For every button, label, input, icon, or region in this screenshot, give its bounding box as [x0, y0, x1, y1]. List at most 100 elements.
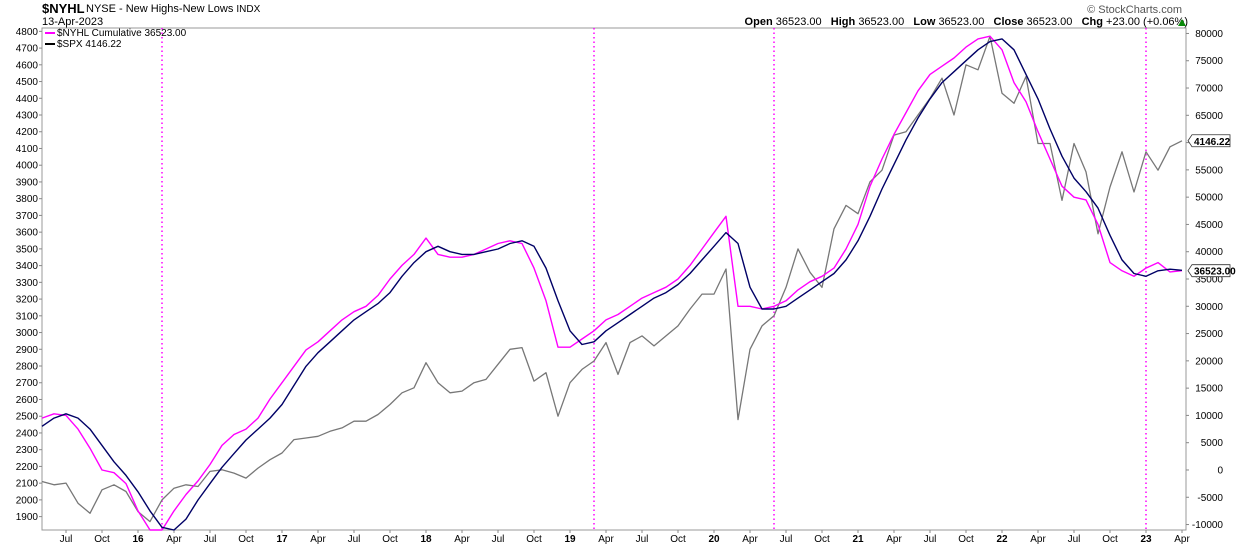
x-axis-tick-label: Oct	[94, 534, 110, 545]
subtitle-suffix: INDX	[236, 4, 261, 15]
low-value: 36523.00	[938, 16, 985, 28]
x-axis-tick-label: Oct	[382, 534, 398, 545]
left-axis-tick-label: 1900	[16, 512, 39, 523]
left-axis-tick-label: 2600	[16, 395, 39, 406]
chg-value: +23.00 (+0.06%)	[1106, 16, 1188, 28]
x-axis-tick-label: 20	[708, 534, 720, 545]
brand-watermark: © StockCharts.com	[1087, 4, 1182, 16]
left-axis-tick-label: 4200	[16, 127, 39, 138]
legend-label: $SPX 4146.22	[57, 39, 122, 50]
close-value: 36523.00	[1026, 16, 1073, 28]
right-axis-tick-label: 5000	[1201, 438, 1224, 449]
left-axis-tick-label: 4700	[16, 44, 39, 55]
nyhl-last-value-badge-text: 36523.00	[1194, 267, 1236, 278]
left-axis-tick-label: 3900	[16, 177, 39, 188]
x-axis-tick-label: Oct	[1102, 534, 1118, 545]
x-axis-tick-label: 17	[276, 534, 288, 545]
x-axis-tick-label: Apr	[1174, 534, 1190, 545]
series-line-moving-average	[41, 38, 1183, 531]
right-axis-tick-label: 70000	[1195, 84, 1223, 95]
x-axis-tick-label: Jul	[1068, 534, 1081, 545]
spx-last-value-badge-box	[1187, 134, 1231, 148]
left-axis-tick-label: 4300	[16, 111, 39, 122]
x-axis-tick-label: 23	[1140, 534, 1152, 545]
open-label: Open	[744, 16, 773, 28]
x-axis-tick-label: Apr	[886, 534, 902, 545]
right-axis-tick-label: 35000	[1195, 275, 1223, 286]
left-axis-tick-label: 3400	[16, 261, 39, 272]
right-axis-tick-label: 30000	[1195, 302, 1223, 313]
left-axis-tick-label: 3000	[16, 328, 39, 339]
right-axis-tick-label: -5000	[1197, 493, 1223, 504]
right-axis-tick-label: 25000	[1195, 329, 1223, 340]
series-line-spx	[41, 35, 1183, 523]
x-axis-tick-label: Apr	[454, 534, 470, 545]
chart-date: 13-Apr-2023	[42, 16, 104, 28]
subtitle-text: NYSE - New Highs-New Lows	[86, 3, 234, 15]
series-line-nyhl-cumulative	[41, 35, 1183, 531]
right-axis-tick-label: 20000	[1195, 356, 1223, 367]
plot-area	[41, 27, 1187, 531]
right-axis-tick-label: 65000	[1195, 111, 1223, 122]
high-label: High	[830, 16, 856, 28]
x-axis-tick-label: Oct	[670, 534, 686, 545]
x-axis-tick-label: 19	[564, 534, 576, 545]
low-label: Low	[913, 16, 936, 28]
x-axis-tick-label: Apr	[598, 534, 614, 545]
left-axis-tick-label: 2500	[16, 412, 39, 423]
up-arrow-icon	[1178, 19, 1186, 26]
right-axis-tick-label: 10000	[1195, 411, 1223, 422]
left-axis-tick-label: 3300	[16, 278, 39, 289]
left-axis-tick-label: 4500	[16, 77, 39, 88]
left-axis-tick-label: 4100	[16, 144, 39, 155]
left-axis-tick-label: 2800	[16, 362, 39, 373]
left-axis-tick-label: 3200	[16, 295, 39, 306]
x-axis-tick-label: Apr	[166, 534, 182, 545]
chart-symbol: $NYHL	[42, 1, 85, 16]
legend-label: $NYHL Cumulative 36523.00	[57, 28, 187, 39]
left-axis-tick-label: 2200	[16, 462, 39, 473]
left-axis-tick-label: 2300	[16, 445, 39, 456]
right-axis-tick-label: 50000	[1195, 193, 1223, 204]
chg-label: Chg	[1081, 16, 1103, 28]
left-axis-tick-label: 4400	[16, 94, 39, 105]
x-axis-tick-label: Jul	[204, 534, 217, 545]
x-axis-tick-label: Jul	[924, 534, 937, 545]
close-label: Close	[993, 16, 1024, 28]
open-value: 36523.00	[775, 16, 822, 28]
ohlc-readout: Open 36523.00 High 36523.00 Low 36523.00…	[745, 16, 1188, 28]
x-axis-tick-label: Jul	[780, 534, 793, 545]
x-axis-tick-label: Oct	[238, 534, 254, 545]
x-axis-tick-label: Oct	[958, 534, 974, 545]
left-axis-tick-label: 3800	[16, 194, 39, 205]
left-axis-tick-label: 3100	[16, 311, 39, 322]
x-axis-tick-label: 22	[996, 534, 1008, 545]
x-axis-tick-label: Oct	[814, 534, 830, 545]
x-axis-tick-label: Apr	[310, 534, 326, 545]
right-axis-tick-label: 40000	[1195, 247, 1223, 258]
chart-subtitle: NYSE - New Highs-New Lows INDX	[86, 3, 260, 15]
right-axis-tick-label: 15000	[1195, 384, 1223, 395]
x-axis-tick-label: Apr	[1030, 534, 1046, 545]
right-axis-tick-label: 75000	[1195, 56, 1223, 67]
left-axis-tick-label: 4600	[16, 60, 39, 71]
left-axis-tick-label: 2700	[16, 378, 39, 389]
x-axis-tick-label: Jul	[60, 534, 73, 545]
left-axis-tick-label: 4800	[16, 27, 39, 38]
nyhl-last-value-badge-box	[1187, 264, 1231, 278]
left-axis-tick-label: 2400	[16, 428, 39, 439]
right-axis-tick-label: -10000	[1192, 520, 1224, 531]
x-axis-tick-label: 16	[132, 534, 144, 545]
left-axis-tick-label: 3500	[16, 244, 39, 255]
right-axis-tick-label: 0	[1217, 465, 1223, 476]
x-axis-tick-label: Jul	[492, 534, 505, 545]
x-axis-tick-label: Jul	[348, 534, 361, 545]
x-axis-tick-label: Apr	[742, 534, 758, 545]
x-axis-tick-label: 18	[420, 534, 432, 545]
left-axis-tick-label: 2100	[16, 479, 39, 490]
right-axis-tick-label: 55000	[1195, 165, 1223, 176]
right-axis-tick-label: 80000	[1195, 29, 1223, 40]
high-value: 36523.00	[858, 16, 905, 28]
x-axis-tick-label: Jul	[636, 534, 649, 545]
